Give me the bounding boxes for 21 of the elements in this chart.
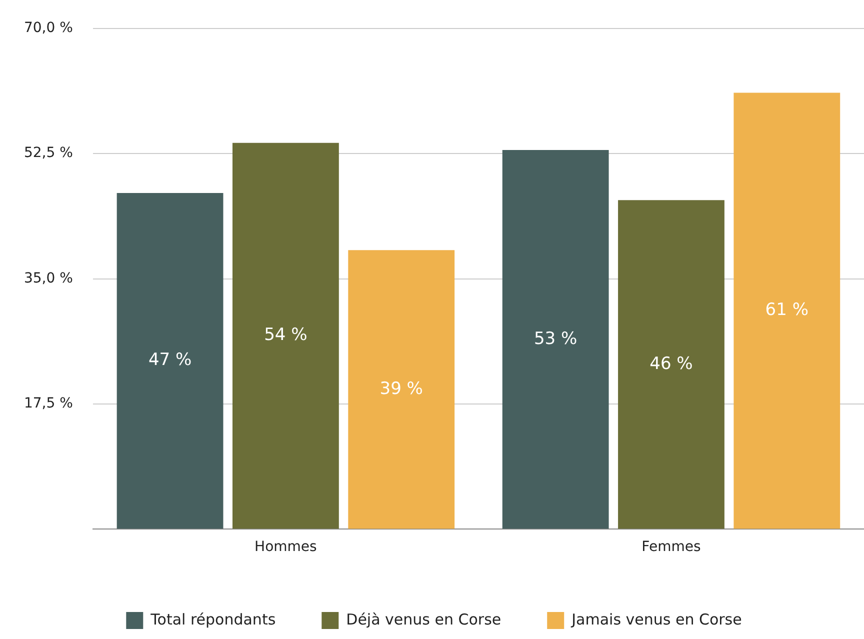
bar xyxy=(348,250,455,529)
y-tick-label: 70,0 % xyxy=(24,20,73,36)
data-label: 39 % xyxy=(380,378,423,399)
bar xyxy=(232,142,339,529)
legend-label: Déjà venus en Corse xyxy=(346,610,502,628)
y-tick-label: 52,5 % xyxy=(24,145,73,162)
data-label: 54 % xyxy=(264,325,308,346)
x-tick-label: Hommes xyxy=(254,539,317,556)
bar xyxy=(116,192,224,529)
legend-label: Total répondants xyxy=(150,610,276,628)
legend-label: Jamais venus en Corse xyxy=(570,610,742,628)
bar xyxy=(734,92,840,529)
data-label: 47 % xyxy=(148,350,192,370)
bar xyxy=(502,150,609,529)
data-label: 61 % xyxy=(765,300,808,320)
bar xyxy=(618,200,724,529)
y-tick-label: 35,0 % xyxy=(24,270,73,286)
y-tick-label: 17,5 % xyxy=(24,396,73,412)
x-tick-label: Femmes xyxy=(642,539,701,556)
data-label: 53 % xyxy=(534,328,578,349)
data-label: 46 % xyxy=(650,354,693,374)
